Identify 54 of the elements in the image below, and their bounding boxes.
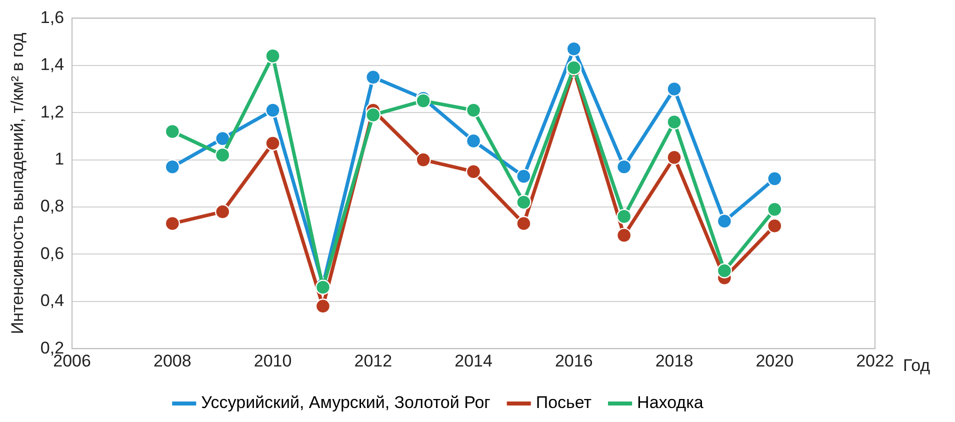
- x-tick-label: 2020: [756, 351, 794, 370]
- x-tick-label: 2008: [153, 351, 192, 370]
- point: [265, 48, 280, 64]
- x-tick-label: 2012: [354, 351, 392, 370]
- point: [666, 114, 682, 130]
- x-tick-label: 2022: [856, 351, 894, 370]
- point: [716, 214, 732, 229]
- y-axis-title: Интенсивность выпадений, т/км² в год: [8, 32, 27, 334]
- point: [666, 81, 682, 97]
- point: [616, 159, 632, 174]
- legend-label: Посьет: [536, 393, 592, 412]
- x-tick-label: 2018: [655, 351, 694, 370]
- point: [416, 152, 431, 168]
- y-tick-label: 0,2: [40, 338, 64, 358]
- y-tick-label: 0,8: [40, 196, 64, 216]
- point: [164, 159, 180, 174]
- x-axis-title: Год: [903, 356, 930, 375]
- point: [315, 298, 331, 314]
- point: [366, 107, 381, 123]
- point: [366, 70, 381, 85]
- x-tick-label: 2014: [454, 351, 492, 370]
- point: [566, 60, 582, 76]
- point: [164, 216, 180, 232]
- point: [214, 204, 230, 220]
- y-tick-label: 1,6: [40, 8, 64, 27]
- point: [616, 228, 632, 243]
- point: [214, 147, 230, 163]
- point: [265, 102, 280, 118]
- point: [315, 280, 331, 295]
- point: [516, 194, 532, 210]
- y-tick-label: 1,2: [40, 102, 64, 122]
- point: [214, 130, 230, 146]
- legend-label: Находка: [637, 393, 704, 412]
- point: [767, 171, 782, 186]
- point: [516, 168, 532, 184]
- point: [666, 150, 682, 166]
- point: [767, 202, 782, 217]
- point: [265, 136, 280, 151]
- point: [516, 216, 532, 232]
- y-tick-label: 0,4: [40, 291, 64, 310]
- point: [566, 41, 582, 56]
- point: [767, 218, 782, 234]
- x-tick-label: 2010: [254, 351, 292, 370]
- point: [466, 102, 482, 118]
- point: [716, 263, 732, 278]
- y-tick-label: 0,6: [40, 244, 64, 263]
- point: [164, 124, 180, 140]
- y-tick-label: 1,4: [40, 55, 64, 74]
- y-tick-label: 1: [54, 149, 64, 168]
- point: [466, 133, 482, 149]
- point: [616, 208, 632, 224]
- point: [466, 164, 482, 180]
- legend-label: Уссурийский, Амурский, Золотой Рог: [201, 393, 490, 412]
- x-tick-label: 2016: [554, 351, 593, 370]
